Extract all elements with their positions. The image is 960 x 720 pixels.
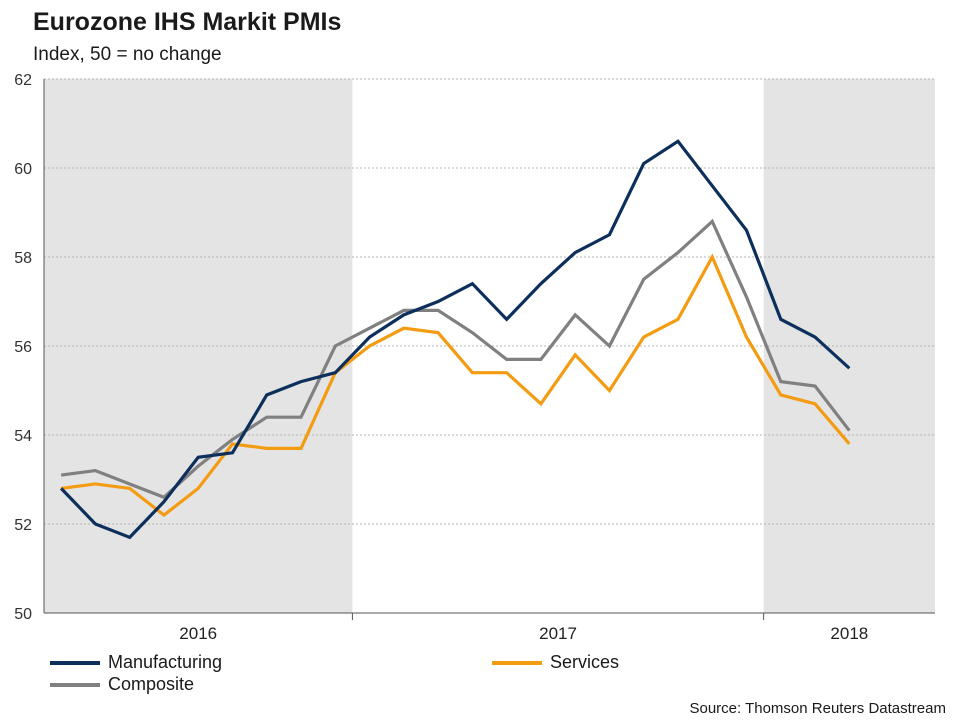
series-line-composite bbox=[60, 218, 851, 500]
y-tick-label: 62 bbox=[14, 72, 32, 89]
legend-item-composite: Composite bbox=[50, 674, 194, 695]
legend-item-services: Services bbox=[492, 652, 619, 673]
series-line-services bbox=[60, 253, 851, 518]
y-tick-label: 58 bbox=[14, 250, 32, 267]
y-tick-label: 50 bbox=[14, 606, 32, 623]
y-tick-label: 56 bbox=[14, 339, 32, 356]
y-tick-label: 54 bbox=[14, 428, 32, 445]
legend-swatch-services bbox=[492, 660, 542, 665]
legend-label-composite: Composite bbox=[108, 674, 195, 694]
series-line-manufacturing bbox=[59, 139, 851, 540]
x-tick-label-2016: 2016 bbox=[179, 624, 217, 643]
chart-title: Eurozone IHS Markit PMIs bbox=[33, 8, 342, 36]
legend-item-manufacturing: Manufacturing bbox=[50, 652, 222, 673]
legend-label-manufacturing: Manufacturing bbox=[108, 652, 223, 672]
y-tick-label: 52 bbox=[14, 517, 32, 534]
shaded-period-2016 bbox=[44, 79, 353, 613]
y-tick-label: 60 bbox=[14, 161, 32, 178]
x-tick-label-2017: 2017 bbox=[539, 624, 577, 643]
x-tick-label-2018: 2018 bbox=[830, 624, 868, 643]
legend-swatch-composite bbox=[50, 682, 100, 687]
legend-swatch-manufacturing bbox=[50, 660, 100, 665]
source-note: Source: Thomson Reuters Datastream bbox=[689, 700, 946, 717]
chart-subtitle: Index, 50 = no change bbox=[33, 44, 222, 65]
legend-label-services: Services bbox=[550, 652, 620, 672]
